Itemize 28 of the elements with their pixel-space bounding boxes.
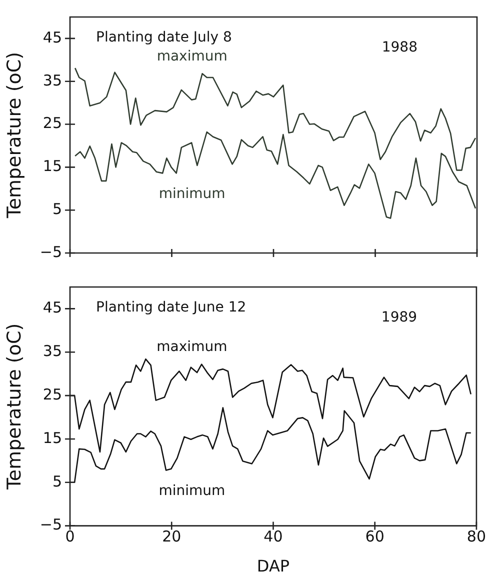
series-label: maximum <box>156 48 228 64</box>
y-tick-label: 15 <box>42 157 62 176</box>
series-label: minimum <box>158 482 226 499</box>
y-tick-label: 5 <box>52 200 62 218</box>
annotation: Planting date July 8 <box>96 30 232 46</box>
annotation: Planting date June 12 <box>96 300 246 316</box>
y-tick-label: 25 <box>42 385 62 404</box>
x-tick-label: 60 <box>365 528 384 546</box>
series-label: minimum <box>158 186 226 202</box>
annotation: 1989 <box>381 310 418 326</box>
y-axis-title: Temperature (oC) <box>3 52 26 220</box>
y-tick-label: 35 <box>42 342 62 360</box>
y-tick-label: 45 <box>42 28 62 46</box>
y-tick-label: −5 <box>40 242 62 261</box>
x-tick-label: 80 <box>466 528 486 546</box>
y-tick-label: 5 <box>52 472 62 490</box>
x-tick-label: 20 <box>162 528 182 546</box>
y-tick-label: 35 <box>42 71 62 90</box>
x-tick-label: 40 <box>264 528 283 546</box>
y-axis-title: Temperature (oC) <box>3 323 26 490</box>
y-tick-label: −5 <box>40 516 62 534</box>
annotation: 1988 <box>382 40 418 56</box>
y-tick-label: 15 <box>42 428 62 447</box>
x-tick-label: 0 <box>65 528 75 546</box>
y-tick-label: 45 <box>42 298 62 317</box>
y-tick-label: 25 <box>42 114 62 132</box>
x-axis-title: DAP <box>256 556 290 576</box>
series-label: maximum <box>156 338 228 355</box>
